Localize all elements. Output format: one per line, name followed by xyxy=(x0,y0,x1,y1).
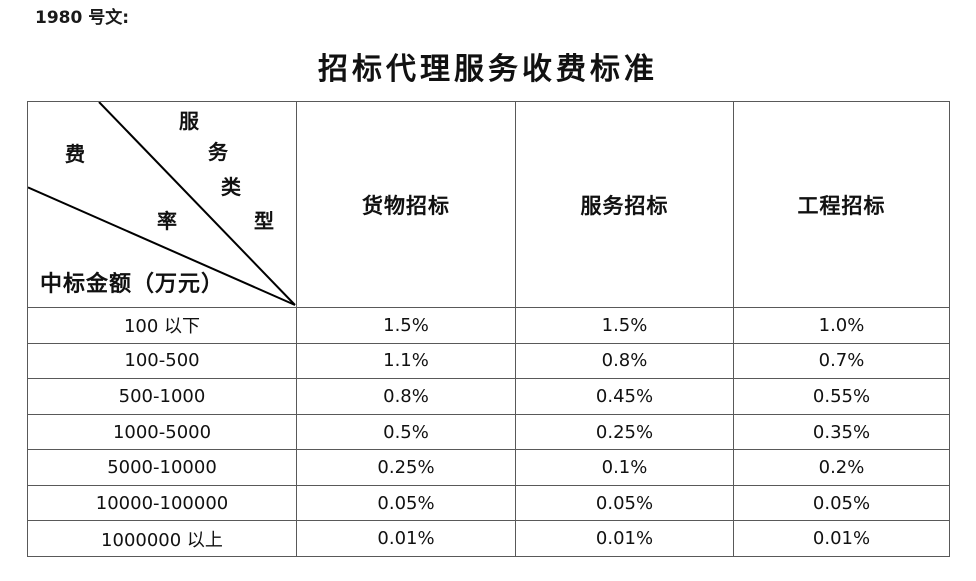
rate-cell: 1.0% xyxy=(818,314,865,336)
rate-cell: 0.25% xyxy=(297,450,516,485)
amount-range-cell: 1000000 以上 xyxy=(28,521,297,557)
fee-table: 服 务 类 型 费 率 中标金额（万元） 货物招标 服务招标 工程招标 100 … xyxy=(27,101,950,557)
corner-service-type-char: 型 xyxy=(254,211,274,233)
doc-number-label: 1980 号文: xyxy=(35,8,130,28)
rate-cell: 0.05% xyxy=(297,485,516,521)
corner-service-type-char: 务 xyxy=(208,142,228,164)
rate-cell: 0.8% xyxy=(516,343,734,379)
rate-cell: 0.25% xyxy=(516,414,734,450)
table-row: 10000-100000 0.05% 0.05% 0.05% xyxy=(28,485,949,522)
rate-cell: 0.2% xyxy=(818,457,865,479)
table-corner-cell: 服 务 类 型 费 率 中标金额（万元） xyxy=(28,102,297,307)
rate-cell: 1.5% xyxy=(297,308,516,343)
corner-amount-label: 中标金额（万元） xyxy=(40,271,225,296)
amount-range-cell: 500-1000 xyxy=(28,379,297,414)
amount-range-cell: 10000-100000 xyxy=(28,485,297,521)
rate-cell: 0.7% xyxy=(818,350,865,372)
rate-cell: 0.05% xyxy=(812,492,871,514)
table-header-row: 服 务 类 型 费 率 中标金额（万元） 货物招标 服务招标 工程招标 xyxy=(28,102,949,308)
amount-range-cell: 100-500 xyxy=(28,343,297,379)
page-title: 招标代理服务收费标准 xyxy=(318,53,658,86)
amount-range-cell: 1000-5000 xyxy=(28,414,297,450)
table-row: 1000000 以上 0.01% 0.01% 0.01% xyxy=(28,521,949,557)
column-header-service-bidding: 服务招标 xyxy=(516,102,734,307)
amount-range-cell: 100 以下 xyxy=(28,308,297,343)
rate-cell: 0.01% xyxy=(812,528,871,550)
rate-cell: 0.35% xyxy=(812,421,871,443)
column-header-goods-bidding: 货物招标 xyxy=(297,102,516,307)
corner-fee-rate-char: 费 xyxy=(65,144,85,166)
table-row: 5000-10000 0.25% 0.1% 0.2% xyxy=(28,450,949,486)
corner-service-type-char: 服 xyxy=(179,111,199,133)
rate-cell: 0.05% xyxy=(516,485,734,521)
corner-service-type-char: 类 xyxy=(221,177,241,199)
rate-cell: 0.01% xyxy=(297,521,516,557)
rate-cell: 0.01% xyxy=(516,521,734,557)
table-row: 100-500 1.1% 0.8% 0.7% xyxy=(28,343,949,380)
rate-cell: 1.5% xyxy=(516,308,734,343)
rate-cell: 0.55% xyxy=(812,385,871,407)
amount-range-cell: 5000-10000 xyxy=(28,450,297,485)
corner-fee-rate-char: 率 xyxy=(157,211,177,233)
rate-cell: 0.45% xyxy=(516,379,734,414)
table-row: 500-1000 0.8% 0.45% 0.55% xyxy=(28,379,949,415)
table-row: 1000-5000 0.5% 0.25% 0.35% xyxy=(28,414,949,451)
rate-cell: 0.1% xyxy=(516,450,734,485)
diagonal-divider-lines xyxy=(28,102,296,306)
rate-cell: 1.1% xyxy=(297,343,516,379)
column-header-works-bidding: 工程招标 xyxy=(797,193,886,218)
rate-cell: 0.8% xyxy=(297,379,516,414)
rate-cell: 0.5% xyxy=(297,414,516,450)
table-row: 100 以下 1.5% 1.5% 1.0% xyxy=(28,308,949,344)
